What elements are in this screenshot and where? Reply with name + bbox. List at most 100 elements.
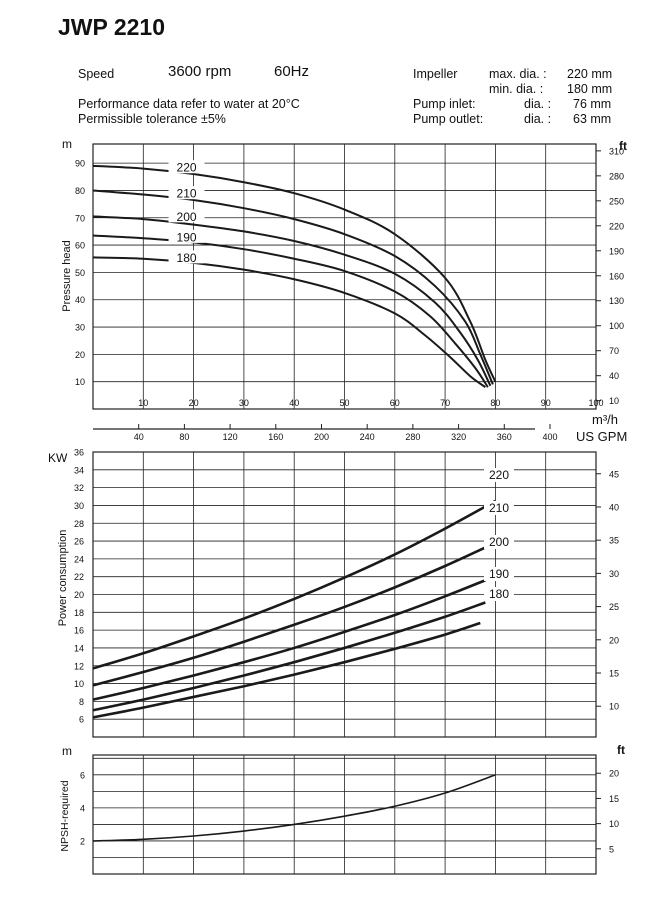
m-tick-label: 40 [75,295,85,305]
kw-tick-label: 6 [79,715,84,725]
m3h-tick-label: 30 [239,398,249,408]
gpm-tick-label: 320 [451,432,466,442]
power-curve-220 [92,499,497,670]
speed-label: Speed [78,67,115,81]
inlet-dia-label: dia. : [524,97,552,111]
gpm-tick-label: 200 [314,432,329,442]
power-y-axis-label: Power consumption [57,530,69,627]
inlet-label: Pump inlet: [413,97,476,111]
impeller-min-label: min. dia. : [489,82,544,96]
m3h-tick-label: 90 [541,398,551,408]
kw-tick-label: 18 [74,608,84,618]
head-label-bg [168,186,205,200]
ft-tick-label: 130 [609,296,624,306]
gpm-tick-label: 80 [179,432,189,442]
gpm-tick-label: 400 [542,432,557,442]
power-curve-label-210: 210 [489,501,509,515]
kw-tick-label: 14 [74,643,84,653]
head-curve-label-210: 210 [177,187,197,201]
m-tick-label: 10 [75,377,85,387]
kw-tick-label: 28 [74,519,84,529]
kw-tick-label: 12 [74,661,84,671]
npsh-m-tick-label: 4 [80,803,85,813]
kw-tick-label: 10 [74,679,84,689]
ft-tick-label: 280 [609,171,624,181]
power-curve-label-180: 180 [489,587,509,601]
ft-tick-label: 220 [609,221,624,231]
npsh-curve [92,774,496,842]
power-curve-label-220: 220 [489,468,509,482]
npsh-m-tick-label: 2 [80,836,85,846]
kw-tick-label: 26 [74,537,84,547]
m3h-tick-label: 10 [138,398,148,408]
power-curve-label-200: 200 [489,535,509,549]
m-tick-label: 90 [75,159,85,169]
gpm-tick-label: 160 [268,432,283,442]
head-label-bg [168,209,205,223]
gpm-unit-label: US GPM [576,429,627,444]
power-label-bg [484,567,514,581]
kw-tick-label: 32 [74,483,84,493]
hp-tick-label: 20 [609,635,619,645]
ft-tick-label: 310 [609,146,624,156]
power-curve-210 [92,541,496,687]
m3h-tick-label: 50 [339,398,349,408]
npsh-m-tick-label: 6 [80,770,85,780]
ft-tick-label: 190 [609,246,624,256]
inlet-value: 76 mm [573,97,612,111]
impeller-max-label: max. dia. : [489,67,547,81]
outlet-value: 63 mm [573,112,612,126]
m3h-unit-label: m³/h [592,412,618,427]
head-curve-label-220: 220 [177,161,197,175]
ft-tick-label: 40 [609,371,619,381]
kw-tick-label: 8 [79,697,84,707]
kw-tick-label: 36 [74,448,84,458]
head-y-axis-label: Pressure head [61,240,73,312]
npsh-y-axis-label: NPSH-required [59,780,71,851]
kw-tick-label: 24 [74,554,84,564]
head-curve-label-200: 200 [177,210,197,224]
head-curve-190 [92,234,489,388]
ft-tick-label: 250 [609,196,624,206]
m3h-tick-label: 40 [289,398,299,408]
head-curve-200 [92,215,492,387]
hp-tick-label: 35 [609,536,619,546]
hp-tick-label: 30 [609,569,619,579]
ft-tick-label: 10 [609,396,619,406]
power-curve-label-190: 190 [489,567,509,581]
m-tick-label: 80 [75,186,85,196]
gpm-tick-label: 360 [497,432,512,442]
m3h-tick-label: 60 [390,398,400,408]
kw-tick-label: 30 [74,501,84,511]
power-curve-190 [92,601,486,712]
power-curve-200 [92,579,486,701]
note-line-1: Performance data refer to water at 20°C [78,97,300,111]
page-title: JWP 2210 [58,14,165,40]
power-curve-180 [92,621,481,719]
gpm-tick-label: 280 [405,432,420,442]
m3h-tick-label: 80 [490,398,500,408]
note-line-2: Permissible tolerance ±5% [78,112,226,126]
npsh-unit-ft: ft [617,743,625,757]
npsh-unit-m: m [62,744,72,758]
power-label-bg [484,587,514,601]
m-tick-label: 30 [75,323,85,333]
head-curve-180 [92,256,486,388]
hp-tick-label: 45 [609,469,619,479]
power-unit-kw: KW [48,451,68,465]
power-label-bg [484,468,514,482]
m-tick-label: 60 [75,241,85,251]
ft-tick-label: 70 [609,346,619,356]
hp-tick-label: 25 [609,602,619,612]
kw-tick-label: 22 [74,572,84,582]
ft-tick-label: 100 [609,321,624,331]
kw-tick-label: 34 [74,465,84,475]
head-label-bg [168,229,205,243]
head-label-bg [168,160,205,174]
power-label-bg [484,535,514,549]
hp-tick-label: 10 [609,702,619,712]
npsh-ft-tick-label: 10 [609,819,619,829]
head-curve-label-180: 180 [177,251,197,265]
head-label-bg [168,250,205,264]
